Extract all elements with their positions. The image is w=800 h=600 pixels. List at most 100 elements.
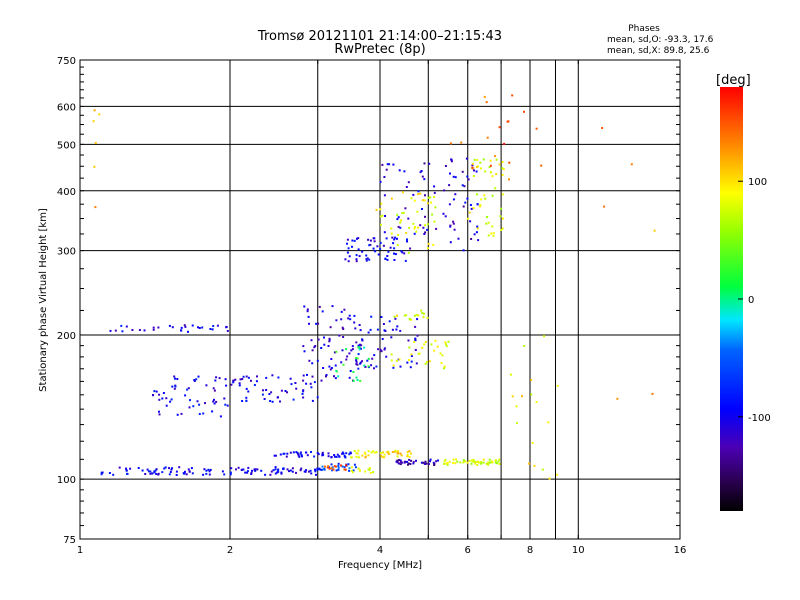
data-point-o-trace-f2-rise: [308, 322, 310, 325]
data-point-trace-108-mixed: [432, 461, 435, 464]
data-point-mid-yellow-a: [444, 341, 447, 344]
data-point-x-trace-f2: [427, 196, 430, 199]
data-point-o-trace-low: [305, 469, 308, 472]
data-point-o-trace-f2: [406, 238, 408, 241]
data-point-o-trace-mid-c: [323, 336, 325, 339]
data-point-x-trace-f2-hi: [478, 205, 481, 208]
data-point-o-trace-low: [300, 467, 303, 470]
data-point-o-trace-low: [209, 468, 212, 471]
data-point-o-trace-mid-c: [311, 362, 314, 365]
data-point-o-trace-f2-hi: [469, 220, 472, 223]
data-point-o-trace-112: [345, 452, 348, 455]
data-point-o-trace-210: [180, 329, 183, 332]
data-point-o-trace-mid-a: [158, 398, 161, 401]
data-point-o-trace-low: [314, 470, 317, 473]
data-point-mid-cyan: [367, 365, 370, 368]
y-tick-label: 100: [57, 475, 76, 486]
data-point-trace-112-mixed: [350, 456, 353, 459]
data-point-mid-yellow-a: [447, 340, 450, 343]
data-point-o-trace-low: [168, 467, 170, 470]
data-point-o-trace-210: [152, 328, 155, 331]
data-point-mid-yellow-b: [417, 314, 420, 317]
data-point-o-trace-112: [301, 455, 303, 458]
data-point-trace-108-mixed: [401, 461, 404, 464]
data-point-o-trace-f2-hi: [475, 231, 478, 234]
data-point-o-trace-f2: [365, 254, 368, 257]
data-point-o-trace-f2-hi: [469, 204, 472, 206]
data-point-trace-112-mixed: [375, 451, 378, 454]
data-point-o-trace-low: [168, 473, 171, 476]
data-point-o-trace-mid-a: [155, 390, 158, 393]
data-point-o-trace-mid-c: [355, 360, 358, 363]
data-point-o-trace-f1: [353, 314, 356, 317]
data-point-o-trace-f1: [414, 338, 417, 341]
data-point-o-trace-mid-c: [342, 336, 345, 338]
data-point-o-trace-low: [315, 473, 317, 476]
data-point-o-trace-112: [333, 454, 336, 456]
data-point-o-trace-f1: [358, 324, 361, 326]
data-point-trace-112-mixed: [367, 454, 370, 457]
data-point-o-trace-f2-upper: [383, 194, 386, 197]
data-point-o-trace-mid-a: [189, 399, 191, 402]
data-point-o-trace-low: [175, 474, 178, 476]
data-point-scatter-low-f: [530, 379, 533, 381]
data-point-o-trace-mid-a: [176, 413, 179, 416]
data-point-o-trace-210: [171, 326, 174, 329]
data-point-o-trace-f2-rise: [335, 319, 338, 322]
data-point-o-trace-mid-c: [310, 339, 313, 342]
data-point-x-trace-f2: [415, 230, 418, 233]
data-point-o-trace-f2-hi: [476, 203, 479, 206]
data-point-o-trace-f1: [415, 362, 418, 365]
data-point-mid-yellow-b: [413, 314, 416, 317]
data-point-mid-yellow-a: [421, 346, 424, 349]
data-point-o-trace-f2: [344, 258, 347, 261]
data-point-o-trace-f2: [369, 243, 372, 246]
data-point-o-trace-low-extension: [331, 466, 334, 469]
data-point-mid-yellow-a: [408, 346, 411, 349]
data-point-o-trace-low: [155, 473, 158, 475]
data-point-o-trace-f2-upper: [428, 162, 431, 165]
data-point-o-trace-mid-b: [232, 381, 235, 384]
data-point-o-trace-112: [279, 453, 282, 456]
data-point-o-trace-mid-c: [346, 355, 349, 358]
data-point-o-trace-mid-b: [289, 377, 292, 380]
data-point-trace-108-yellow: [491, 461, 494, 464]
data-point-x-trace-f2: [417, 193, 420, 196]
x-tick-label: 16: [674, 545, 687, 556]
data-point-trace-108-mixed: [408, 458, 411, 461]
data-point-o-trace-f2-rise: [303, 305, 306, 308]
data-point-o-trace-f2-upper: [396, 218, 399, 221]
data-point-o-trace-f1: [355, 359, 358, 362]
data-point-o-trace-f2-hi: [452, 222, 455, 225]
data-point-trace-112-mixed: [406, 455, 409, 458]
data-point-scatter-high: [460, 141, 463, 144]
data-point-o-trace-mid-b: [295, 387, 298, 390]
data-point-o-trace-low: [144, 473, 147, 475]
data-point-trace-108-mixed: [407, 463, 409, 466]
data-point-x-trace-f2: [408, 226, 411, 229]
data-point-o-trace-mid-a: [193, 379, 196, 381]
data-point-o-trace-f1: [383, 348, 386, 351]
data-point-o-trace-210: [212, 325, 215, 327]
data-point-x-trace-f2: [419, 192, 422, 195]
data-point-x-trace-f2-hi: [480, 198, 483, 201]
data-point-x-trace-f2: [414, 226, 416, 228]
data-point-mid-yellow-a: [443, 365, 446, 368]
data-point-x-trace-f2: [431, 213, 434, 216]
data-point-x-trace-f2-hi: [501, 167, 504, 170]
data-point-x-trace-f2-hi: [466, 217, 469, 220]
data-point-trace-108-yellow: [454, 462, 457, 465]
data-point-o-trace-f2: [377, 253, 380, 256]
data-point-o-trace-low: [137, 467, 140, 469]
data-point-trace-108-yellow: [473, 460, 476, 463]
data-point-trace-112-mixed: [408, 455, 411, 458]
data-point-trace-108-yellow: [490, 460, 493, 463]
data-point-trace-108-mixed: [407, 462, 410, 465]
data-point-x-trace-f2-hi: [482, 158, 485, 161]
data-point-o-trace-112: [297, 454, 300, 457]
data-point-o-trace-mid-b: [230, 383, 233, 386]
data-point-trace-108-yellow: [487, 463, 490, 466]
data-point-o-trace-f2: [368, 244, 371, 247]
data-point-x-trace-low-red: [340, 464, 342, 467]
data-point-o-trace-210: [226, 330, 229, 332]
